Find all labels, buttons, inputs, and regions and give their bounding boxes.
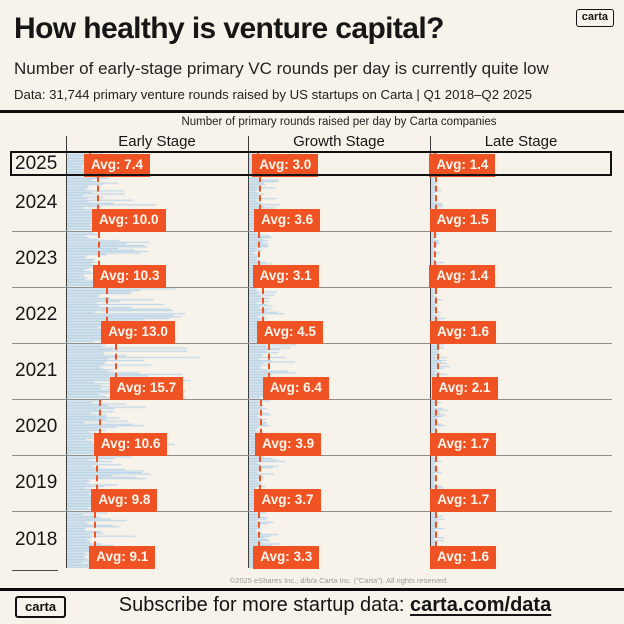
- column-header-growth-stage: Growth Stage: [293, 133, 385, 150]
- avg-label: Avg: 1.4: [429, 265, 496, 288]
- subscribe-callout: Subscribe for more startup data: carta.c…: [60, 594, 610, 617]
- year-label-2018: 2018: [15, 528, 58, 550]
- avg-dashed-line: [114, 344, 117, 398]
- footer-bar: carta Subscribe for more startup data: c…: [0, 591, 624, 624]
- avg-label: Avg: 3.6: [254, 209, 321, 232]
- avg-label: Avg: 2.1: [431, 377, 498, 400]
- avg-label: Avg: 1.6: [429, 546, 496, 569]
- avg-label: Avg: 3.0: [252, 154, 319, 177]
- avg-label: Avg: 1.7: [430, 433, 497, 456]
- axis-line: [430, 136, 431, 568]
- avg-label: Avg: 13.0: [101, 321, 175, 344]
- chart-title: Number of primary rounds raised per day …: [181, 116, 497, 128]
- avg-dashed-line: [261, 288, 264, 342]
- avg-dashed-line: [98, 400, 101, 454]
- axis-line: [66, 136, 67, 568]
- avg-dashed-line: [434, 232, 437, 286]
- avg-label: Avg: 9.1: [89, 546, 156, 569]
- avg-label: Avg: 7.4: [83, 154, 150, 177]
- avg-label: Avg: 3.3: [253, 546, 320, 569]
- avg-label: Avg: 1.5: [429, 209, 496, 232]
- avg-label: Avg: 10.3: [92, 265, 167, 288]
- avg-dashed-line: [434, 512, 437, 567]
- avg-dashed-line: [260, 400, 263, 454]
- avg-dashed-line: [436, 344, 439, 398]
- avg-dashed-line: [259, 456, 262, 510]
- avg-dashed-line: [259, 176, 262, 230]
- year-label-2020: 2020: [15, 416, 58, 437]
- year-label-2023: 2023: [15, 248, 58, 269]
- avg-dashed-line: [434, 288, 437, 342]
- avg-dashed-line: [94, 512, 97, 567]
- avg-dashed-line: [258, 512, 261, 567]
- avg-label: Avg: 3.7: [254, 489, 321, 512]
- year-label-2019: 2019: [15, 472, 58, 493]
- subscribe-link[interactable]: carta.com/data: [410, 594, 552, 616]
- avg-label: Avg: 1.4: [429, 154, 496, 177]
- subscribe-text: Subscribe for more startup data:: [118, 594, 411, 616]
- year-label-2025: 2025: [15, 152, 58, 174]
- avg-label: Avg: 6.4: [262, 377, 329, 400]
- copyright-note: ©2025 eShares Inc., d/b/a Carta Inc. ("C…: [229, 576, 449, 585]
- data-source-note: Data: 31,744 primary venture rounds rais…: [14, 87, 533, 102]
- avg-dashed-line: [97, 232, 100, 286]
- bottom-divider: [0, 588, 624, 591]
- axis-line: [248, 136, 249, 568]
- avg-label: Avg: 3.9: [255, 433, 322, 456]
- avg-label: Avg: 1.6: [429, 321, 496, 344]
- avg-dashed-line: [96, 456, 99, 510]
- year-label-2022: 2022: [15, 304, 58, 325]
- highlight-2025-box: [10, 151, 612, 176]
- avg-label: Avg: 1.7: [430, 489, 497, 512]
- year-label-2024: 2024: [15, 192, 58, 213]
- avg-dashed-line: [435, 400, 438, 454]
- top-divider: [0, 110, 624, 113]
- avg-label: Avg: 15.7: [109, 377, 184, 400]
- avg-label: Avg: 4.5: [256, 321, 323, 344]
- avg-dashed-line: [106, 288, 109, 342]
- year-label-2021: 2021: [15, 360, 58, 381]
- page-subtitle: Number of early-stage primary VC rounds …: [14, 59, 549, 78]
- column-header-early-stage: Early Stage: [118, 133, 196, 150]
- avg-dashed-line: [97, 176, 99, 230]
- avg-label: Avg: 10.6: [93, 433, 168, 456]
- avg-dashed-line: [435, 456, 438, 510]
- avg-dashed-line: [434, 176, 437, 230]
- page-title: How healthy is venture capital?: [14, 12, 444, 45]
- carta-logo-top: carta: [575, 9, 614, 28]
- carta-logo-footer: carta: [15, 596, 67, 618]
- avg-label: Avg: 9.8: [91, 489, 158, 512]
- avg-label: Avg: 3.1: [252, 265, 319, 288]
- avg-label: Avg: 10.0: [92, 209, 166, 232]
- year-axis-tick: [12, 570, 58, 571]
- avg-dashed-line: [267, 344, 270, 398]
- avg-dashed-line: [257, 232, 260, 286]
- column-header-late-stage: Late Stage: [484, 133, 558, 150]
